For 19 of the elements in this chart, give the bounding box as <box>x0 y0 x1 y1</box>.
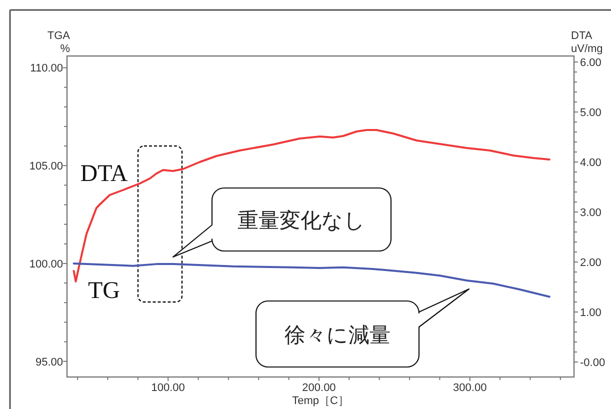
y2-tick-label: 5.00 <box>580 107 602 119</box>
y-tick-label: 100.00 <box>29 258 63 270</box>
annotation: 重量変化なし <box>238 208 366 232</box>
y-tick-label: 105.00 <box>29 160 63 173</box>
ylabel: TGA % <box>47 30 70 55</box>
y2-tick-label: 4.00 <box>580 157 602 169</box>
y2label: DTA uV/mg <box>571 30 603 55</box>
annotation: 徐々に減量 <box>284 323 390 347</box>
y2-tick-label: 6.00 <box>580 57 602 69</box>
x-tick-label: 100.00 <box>151 382 185 394</box>
y2-tick-label: 1.00 <box>580 307 602 319</box>
y-tick-label: 95.00 <box>35 356 63 368</box>
y2-tick-label: 2.00 <box>580 257 602 269</box>
y2-tick-label: 3.00 <box>580 207 602 219</box>
y-tick-label: 110.00 <box>30 62 63 75</box>
xlabel: Temp［C］ <box>292 395 349 407</box>
x-tick-label: 200.00 <box>302 382 336 394</box>
x-tick-label: 300.00 <box>453 382 487 394</box>
y2-tick-label: -0.00 <box>580 357 606 369</box>
